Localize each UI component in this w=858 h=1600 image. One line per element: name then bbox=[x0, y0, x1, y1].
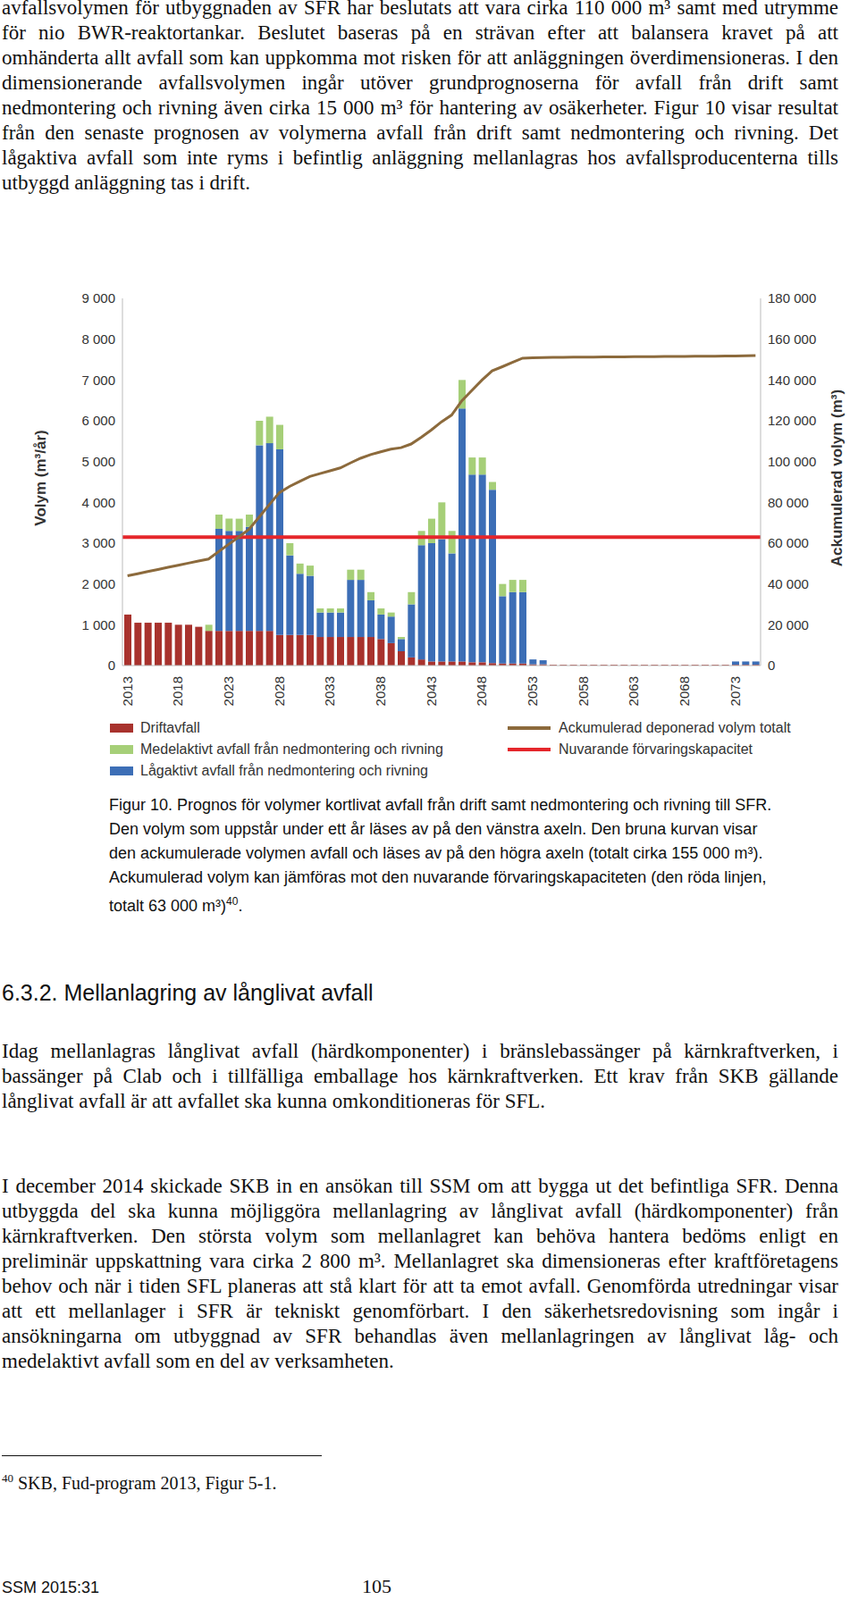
svg-text:2023: 2023 bbox=[220, 676, 236, 707]
html-text:Ackumulerad volym (m³): Ackumulerad volym (m³) bbox=[828, 389, 846, 567]
svg-text:2033: 2033 bbox=[321, 676, 337, 707]
html-text:SSM 2015:31: SSM 2015:31 bbox=[1, 1579, 100, 1598]
html-text:Nuvarande förvaringskapacitet: Nuvarande förvaringskapacitet bbox=[558, 741, 753, 758]
svg-text:160 000: 160 000 bbox=[767, 331, 816, 347]
svg-text:0: 0 bbox=[108, 657, 116, 673]
svg-text:3 000: 3 000 bbox=[81, 535, 116, 551]
svg-text:140 000: 140 000 bbox=[767, 372, 816, 388]
svg-text:2028: 2028 bbox=[271, 676, 287, 707]
svg-text:2043: 2043 bbox=[423, 676, 439, 707]
svg-text:2048: 2048 bbox=[473, 676, 489, 707]
svg-text:8 000: 8 000 bbox=[81, 331, 116, 347]
svg-text:40 000: 40 000 bbox=[767, 576, 809, 592]
svg-text:0: 0 bbox=[767, 657, 775, 673]
svg-text:4 000: 4 000 bbox=[81, 495, 116, 511]
svg-text:2063: 2063 bbox=[625, 676, 641, 707]
svg-text:2058: 2058 bbox=[575, 676, 591, 707]
html-text:6.3.2. Mellanlagring av långli: 6.3.2. Mellanlagring av långlivat avfall bbox=[1, 980, 374, 1006]
svg-text:6 000: 6 000 bbox=[81, 412, 116, 429]
html-text:105: 105 bbox=[361, 1575, 392, 1599]
svg-text:9 000: 9 000 bbox=[81, 290, 116, 306]
svg-text:100 000: 100 000 bbox=[767, 454, 816, 470]
svg-text:60 000: 60 000 bbox=[767, 535, 809, 551]
html-text:Lågaktivt avfall från nedmonte: Lågaktivt avfall från nedmontering och r… bbox=[140, 763, 429, 779]
svg-text:2 000: 2 000 bbox=[81, 576, 116, 592]
html-text:Idag mellanlagras långlivat av: Idag mellanlagras långlivat avfall (härd… bbox=[1, 1040, 839, 1113]
svg-text:2018: 2018 bbox=[169, 676, 186, 707]
svg-text:2073: 2073 bbox=[727, 676, 743, 707]
html-text:Ackumulerad deponerad volym to: Ackumulerad deponerad volym totalt bbox=[558, 720, 791, 736]
svg-text:2068: 2068 bbox=[676, 676, 692, 707]
svg-text:120 000: 120 000 bbox=[767, 412, 816, 429]
svg-text:80 000: 80 000 bbox=[767, 495, 809, 511]
svg-text:2038: 2038 bbox=[372, 676, 388, 707]
html-text:I december 2014 skickade SKB i: I december 2014 skickade SKB in en ansök… bbox=[1, 1175, 839, 1373]
svg-text:7 000: 7 000 bbox=[81, 372, 116, 388]
html-text:Driftavfall: Driftavfall bbox=[140, 720, 200, 736]
svg-text:1 000: 1 000 bbox=[81, 617, 116, 633]
html-text:Volym (m³/år): Volym (m³/år) bbox=[32, 430, 50, 527]
svg-text:2053: 2053 bbox=[524, 676, 540, 707]
html-text:40 SKB, Fud-program 2013, Figu: 40 SKB, Fud-program 2013, Figur 5-1. bbox=[1, 1472, 277, 1494]
svg-text:20 000: 20 000 bbox=[767, 617, 809, 633]
html-text:Figur 10. Prognos för volymer: Figur 10. Prognos för volymer kortlivat … bbox=[109, 796, 772, 916]
svg-text:2013: 2013 bbox=[119, 676, 135, 707]
svg-text:180 000: 180 000 bbox=[767, 290, 816, 306]
html-text:Medelaktivt avfall från nedmon: Medelaktivt avfall från nedmontering och… bbox=[140, 741, 444, 758]
svg-text:5 000: 5 000 bbox=[81, 454, 116, 470]
